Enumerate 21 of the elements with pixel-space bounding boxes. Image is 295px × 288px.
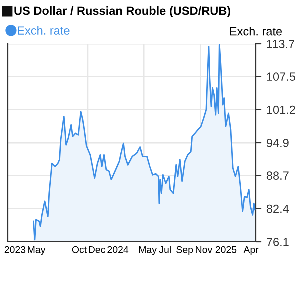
x-tick-label: Oct <box>72 246 87 254</box>
x-tick-label: Jul <box>159 246 171 254</box>
y-tick-label: 113.7 <box>267 40 294 48</box>
x-tick-label: May <box>28 246 46 256</box>
y-tick-label: 76.1 <box>267 238 289 246</box>
x-tick-label: 2024 <box>108 246 129 254</box>
y-axis-title: Exch. rate <box>230 27 282 36</box>
chart-title: US Dollar / Russian Rouble (USD/RUB) <box>14 6 231 18</box>
x-tick-label: Sep <box>176 246 194 256</box>
legend-label: Exch. rate <box>18 26 70 35</box>
y-tick-label: 82.4 <box>266 204 290 214</box>
x-tick-label: Apr <box>244 246 259 256</box>
y-tick-label: 94.9 <box>266 139 289 148</box>
x-tick-label: Nov <box>196 246 213 254</box>
x-tick-label: 2023 <box>4 246 26 254</box>
x-tick-label: Dec <box>89 246 106 254</box>
x-tick-label: May <box>139 246 157 256</box>
x-tick-label: 2025 <box>216 246 237 254</box>
y-tick-label: 107.5 <box>267 72 295 82</box>
y-tick-label: 88.7 <box>266 172 289 180</box>
y-tick-label: 101.2 <box>267 106 295 114</box>
